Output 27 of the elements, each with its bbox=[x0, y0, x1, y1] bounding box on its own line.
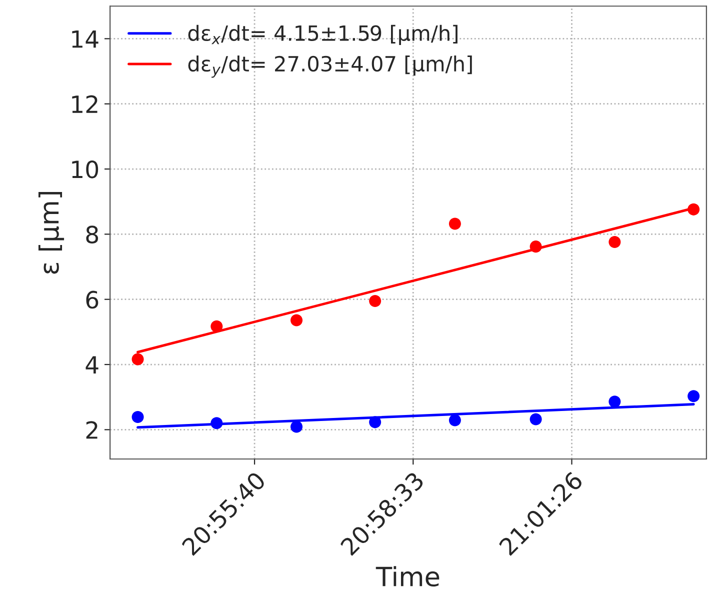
point bbox=[210, 417, 223, 430]
point bbox=[210, 320, 223, 332]
y-tick-label: 4 bbox=[86, 356, 98, 374]
y-axis-title: ε [μm] bbox=[38, 192, 64, 274]
x-axis-title: Time bbox=[376, 566, 440, 587]
point bbox=[688, 390, 700, 402]
point bbox=[290, 420, 303, 433]
y-tick-label: 14 bbox=[72, 30, 98, 48]
point bbox=[530, 413, 542, 426]
y-tick-label: 8 bbox=[86, 226, 98, 244]
y-tick-label: 10 bbox=[72, 160, 98, 178]
point bbox=[608, 236, 621, 248]
point bbox=[688, 203, 700, 216]
point bbox=[448, 218, 461, 230]
point bbox=[290, 314, 303, 326]
point bbox=[369, 416, 382, 428]
y-tick-label: 12 bbox=[72, 95, 98, 113]
point bbox=[132, 410, 144, 423]
legend-label: dε$_{x}$/dt= 4.15±1.59 [μm/h] bbox=[188, 24, 458, 46]
y-tick-label: 2 bbox=[86, 421, 98, 439]
point bbox=[448, 414, 461, 426]
point bbox=[608, 396, 621, 408]
point bbox=[132, 353, 144, 366]
point bbox=[369, 294, 382, 307]
legend-label: dε$_{y}$/dt= 27.03±4.07 [μm/h] bbox=[188, 55, 472, 78]
y-tick-label: 6 bbox=[86, 290, 98, 309]
point bbox=[530, 240, 542, 253]
